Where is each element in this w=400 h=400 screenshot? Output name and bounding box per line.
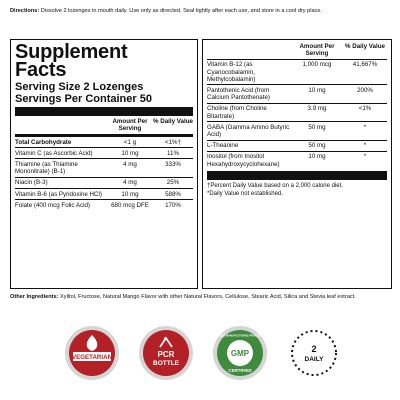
nutrient-name: Inositol (from Inositol Hexahydroxycyclo…: [207, 153, 280, 168]
certified-label: CERTIFIED: [228, 368, 251, 373]
gmp-ring-top: GOOD MANUFACTURING PRACTICE: [217, 334, 263, 338]
nutrient-daily-value: 11%: [167, 149, 179, 157]
pcr-bottle-badge: PCR BOTTLE: [138, 325, 194, 381]
footnote-percent-dv: †Percent Daily Value based on a 2,000 ca…: [207, 183, 343, 190]
directions-body: Dissolve 2 lozenges in mouth daily. Use …: [40, 8, 323, 14]
nutrient-amount: 1,000 mcg: [302, 61, 332, 69]
divider-medium: [15, 134, 193, 137]
nutrient-amount: 680 mcg DFE: [111, 201, 149, 209]
nutrient-row: Total Carbohydrate <1 g <1%†: [15, 137, 193, 147]
nutrient-daily-value: *: [363, 123, 367, 131]
nutrient-name: Total Carbohydrate: [15, 138, 72, 146]
nutrient-row: Vitamin C (as Ascorbic Acid) 10 mg 11%: [15, 147, 193, 158]
pcr-label: PCR: [158, 350, 175, 359]
nutrient-daily-value: *: [363, 153, 367, 161]
nutrient-name: Thiamine (as Thiamine Mononitrate) (B-1): [15, 160, 78, 176]
nutrient-row: Niacin (B-3) 4 mg 25%: [15, 176, 193, 188]
nutrient-row: Inositol (from Inositol Hexahydroxycyclo…: [207, 150, 387, 169]
two-daily-badge: 2 DAILY: [286, 325, 342, 381]
nutrient-daily-value: 41,667%: [352, 61, 378, 69]
panel-title-line1: Supplement: [15, 41, 128, 63]
gmp-label: GMP: [231, 349, 250, 358]
nutrient-name: Vitamin B-12 (as Cyanocobalamin, Methylc…: [207, 61, 256, 83]
column-header: Amount Per Serving % Daily Value: [15, 117, 193, 134]
nutrient-daily-value: 170%: [165, 201, 181, 209]
nutrient-amount: 10 mg: [121, 190, 139, 198]
nutrient-row: Thiamine (as Thiamine Mononitrate) (B-1)…: [15, 158, 193, 176]
bottle-label: BOTTLE: [153, 360, 180, 367]
footnote-dv-not-established: *Daily Value not established.: [207, 190, 283, 197]
nutrient-name: GABA (Gamma Amino Butyric Acid): [207, 123, 290, 138]
col-amount-header: Amount Per Serving: [299, 43, 335, 57]
nutrient-row: Choline (from Choline Bitartrate) 3.9 mg <…: [207, 102, 387, 121]
divider-thick: [207, 171, 387, 181]
nutrient-amount: 4 mg: [123, 179, 137, 187]
supplement-facts-panel-continued: Amount Per Serving % Daily Value Vitamin…: [202, 39, 392, 289]
nutrient-daily-value: 25%: [166, 179, 180, 187]
nutrient-name: L-Theanine: [207, 142, 239, 150]
nutrient-daily-value: 333%: [165, 160, 181, 168]
nutrient-daily-value: 588%: [165, 190, 181, 198]
divider-thick: [15, 107, 193, 116]
other-ingredients-label: Other Ingredients:: [10, 294, 59, 300]
vegetarian-label: VEGETARIAN: [72, 354, 113, 361]
nutrient-amount: 4 mg: [123, 160, 137, 168]
gmp-certified-badge: GMP GOOD MANUFACTURING PRACTICE CERTIFIE…: [212, 325, 268, 381]
daily-count: 2: [311, 344, 316, 354]
nutrient-daily-value: *: [363, 142, 367, 150]
nutrient-row: Pantothenic Acid (from Calcium Pantothen…: [207, 84, 387, 102]
nutrient-name: Vitamin B-6 (as Pyridoxine HCl): [15, 190, 102, 198]
recycle-icon: [159, 336, 173, 348]
nutrient-amount: <1 g: [123, 138, 137, 146]
column-header: Amount Per Serving % Daily Value: [207, 43, 387, 59]
nutrient-row: Vitamin B-6 (as Pyridoxine HCl) 10 mg 588%: [15, 188, 193, 199]
nutrient-daily-value: <1%: [358, 105, 372, 113]
nutrient-amount: 50 mg: [308, 123, 326, 131]
daily-label: DAILY: [305, 356, 325, 363]
nutrient-row: L-Theanine 50 mg *: [207, 139, 387, 151]
nutrient-amount: 10 mg: [308, 86, 326, 94]
nutrient-name: Pantothenic Acid (from Calcium Pantothen…: [207, 86, 270, 102]
nutrient-amount: 10 mg: [121, 149, 139, 157]
nutrient-amount: 50 mg: [308, 142, 326, 150]
servings-per-container: Servings Per Container 50: [15, 93, 152, 105]
nutrient-list: Total Carbohydrate <1 g <1%† Vitamin C (as …: [15, 137, 193, 210]
serving-size: Serving Size 2 Lozenges: [15, 81, 144, 93]
col-dv-header: % Daily Value: [345, 43, 385, 50]
col-dv-header: % Daily Value: [153, 118, 193, 125]
col-amount-header: Amount Per Serving: [112, 118, 148, 132]
nutrient-list: Vitamin B-12 (as Cyanocobalamin, Methylc…: [207, 60, 387, 169]
nutrient-name: Vitamin C (as Ascorbic Acid): [15, 149, 93, 157]
nutrient-name: Choline (from Choline Bitartrate): [207, 105, 267, 120]
other-ingredients: Other Ingredients: Xylitol, Fructose, Na…: [10, 294, 392, 301]
nutrient-daily-value: <1%†: [165, 138, 181, 146]
other-ingredients-text: Xylitol, Fructose, Natural Mango Flavor …: [60, 294, 356, 300]
nutrient-amount: 3.9 mg: [307, 105, 327, 113]
nutrient-name: Folate (400 mcg Folic Acid): [15, 201, 90, 209]
supplement-facts-panel: Supplement Facts Serving Size 2 Lozenges…: [10, 39, 198, 289]
nutrient-row: Folate (400 mcg Folic Acid) 680 mcg DFE 17…: [15, 199, 193, 210]
vegetarian-badge: VEGETARIAN: [64, 325, 120, 381]
nutrient-daily-value: 200%: [357, 86, 373, 94]
directions-text: Directions: Dissolve 2 lozenges in mouth…: [10, 8, 392, 15]
panel-title-line2: Facts: [15, 59, 67, 81]
directions-label: Directions:: [10, 8, 40, 14]
leaf-icon: [86, 335, 98, 351]
nutrient-row: GABA (Gamma Amino Butyric Acid) 50 mg *: [207, 121, 387, 139]
nutrient-row: Vitamin B-12 (as Cyanocobalamin, Methylc…: [207, 60, 387, 85]
nutrient-amount: 10 mg: [308, 153, 326, 161]
nutrient-name: Niacin (B-3): [15, 179, 48, 187]
divider-thin: [207, 59, 387, 60]
